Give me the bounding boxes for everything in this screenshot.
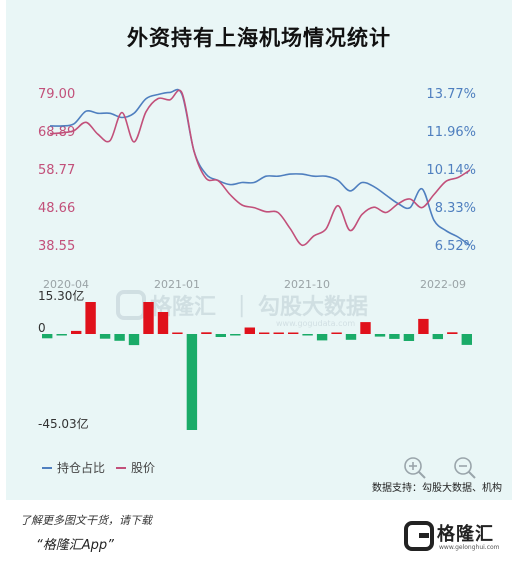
- bar: [418, 318, 429, 334]
- legend: 持仓占比 股价: [42, 460, 155, 475]
- footer-logo-url: www.gelonghui.com: [439, 544, 500, 551]
- x-tick-label: 2020-04: [43, 278, 89, 291]
- bar: [230, 334, 241, 336]
- bar: [331, 332, 342, 334]
- bar: [432, 334, 443, 340]
- bar: [360, 322, 371, 334]
- data-source: 数据支持：勾股大数据、机构: [372, 481, 502, 494]
- bar: [447, 332, 458, 334]
- zoom-out-button[interactable]: [454, 457, 476, 479]
- chart-panel: [6, 0, 512, 500]
- y-left-tick-label: 48.66: [38, 201, 75, 216]
- bar: [345, 334, 357, 340]
- bar-max-label: 15.30亿: [38, 288, 84, 303]
- bar: [215, 334, 226, 337]
- bar: [403, 334, 415, 341]
- watermark-logo-icon: [116, 290, 146, 320]
- bar: [259, 332, 270, 334]
- bar: [42, 334, 53, 339]
- bar: [461, 334, 472, 345]
- zoom-out-icon[interactable]: [454, 457, 472, 475]
- y-right-tick-label: 8.33%: [435, 201, 476, 216]
- zoom-in-button[interactable]: [404, 457, 426, 479]
- bar: [374, 334, 386, 337]
- bar: [273, 332, 284, 334]
- bar: [71, 330, 82, 334]
- series-line-holding: [49, 88, 471, 247]
- bar: [201, 332, 212, 334]
- bar: [143, 302, 154, 334]
- bar: [172, 332, 183, 334]
- bar: [128, 334, 140, 346]
- x-tick-label: 2022-09: [420, 278, 466, 291]
- footer-app-name: “格隆汇App”: [36, 538, 114, 553]
- bar: [157, 312, 169, 334]
- watermark: 格隆汇 | 勾股大数据 www.gogudata.com: [116, 290, 368, 328]
- legend-label-holding: 持仓占比: [57, 460, 105, 475]
- bar-zero-label: 0: [38, 321, 46, 335]
- footer-note: 了解更多图文干货，请下载: [20, 514, 152, 527]
- footer-logo-text: 格隆汇: [437, 524, 494, 545]
- watermark-product: 勾股大数据: [258, 294, 368, 320]
- bar-min-label: -45.03亿: [38, 416, 89, 431]
- bar: [244, 327, 255, 334]
- bar: [99, 334, 111, 339]
- bar: [85, 302, 96, 334]
- y-right-tick-label: 6.52%: [435, 239, 476, 254]
- chart-canvas: 格隆汇 | 勾股大数据 www.gogudata.com 79.0068.895…: [38, 87, 502, 494]
- bar: [302, 334, 313, 336]
- series-line-price: [49, 89, 471, 247]
- bars: [42, 302, 472, 430]
- x-tick-label: 2021-10: [284, 278, 330, 291]
- chart-title: 外资持有上海机场情况统计: [127, 26, 391, 50]
- y-right-tick-label: 11.96%: [426, 125, 476, 140]
- bar: [389, 334, 400, 339]
- x-tick-label: 2021-01: [154, 278, 200, 291]
- y-right-tick-label: 13.77%: [426, 87, 476, 102]
- legend-label-price: 股价: [131, 461, 155, 475]
- x-axis: 2020-04 2021-01 2021-10 2022-09: [43, 278, 466, 291]
- bar: [186, 334, 198, 430]
- bar: [114, 334, 125, 341]
- zoom-in-icon[interactable]: [404, 457, 422, 475]
- watermark-url: www.gogudata.com: [276, 319, 355, 328]
- y-left-tick-label: 79.00: [38, 87, 75, 102]
- bar: [288, 332, 299, 334]
- watermark-divider: |: [238, 293, 245, 318]
- bar: [316, 334, 328, 341]
- bar-chart: 15.30亿 0 -45.03亿: [38, 288, 472, 431]
- y-left-tick-label: 38.55: [38, 239, 75, 254]
- series-lines: [49, 88, 471, 247]
- bar: [56, 334, 67, 336]
- brand-logo-icon: [404, 521, 434, 551]
- y-left-tick-label: 58.77: [38, 163, 75, 178]
